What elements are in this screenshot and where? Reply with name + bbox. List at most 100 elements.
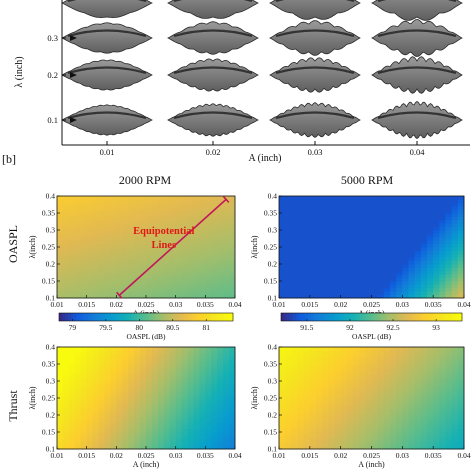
heatmap-cell <box>151 418 159 423</box>
colorbar-swatch <box>82 313 86 321</box>
heatmap-cell <box>365 415 372 419</box>
heatmap-cell <box>157 432 165 436</box>
heatmap-cell <box>151 377 159 382</box>
heatmap-cell <box>157 404 165 409</box>
heatmap-cell <box>303 294 311 299</box>
heatmap-cell <box>98 360 105 365</box>
heatmap-cell <box>80 291 88 295</box>
heatmap-cell <box>414 408 422 412</box>
heatmap-cell <box>116 260 123 265</box>
heatmap-cell <box>445 421 453 426</box>
heatmap-cell <box>92 202 99 207</box>
heatmap-cell <box>346 350 354 355</box>
heatmap-cell <box>309 384 317 389</box>
heatmap-cell <box>128 360 135 365</box>
heatmap-cell <box>151 404 159 409</box>
colorbar-swatch <box>311 313 315 321</box>
heatmap-cell <box>122 374 129 378</box>
heatmap-cell <box>303 391 311 395</box>
heatmap-cell <box>285 223 292 227</box>
heatmap-cell <box>408 267 416 272</box>
colorbar-swatch <box>212 313 216 321</box>
heatmap-cell <box>322 357 329 361</box>
heatmap-cell <box>217 287 224 292</box>
heatmap-cell <box>439 264 446 268</box>
heatmap-cell <box>383 281 391 285</box>
heatmap-cell <box>390 230 397 234</box>
heatmap-cell <box>211 281 218 285</box>
heatmap-cell <box>396 404 403 409</box>
heatmap-cell <box>98 421 105 426</box>
heatmap-cell <box>134 418 141 423</box>
heatmap-cell <box>340 226 348 231</box>
colorbar-swatch <box>428 313 433 321</box>
heatmap-cell <box>396 260 403 265</box>
heatmap-cell <box>365 404 372 409</box>
heatmap-cell <box>457 438 465 443</box>
heatmap-cell <box>346 411 354 416</box>
heatmap-cell <box>163 233 171 238</box>
heatmap-cell <box>181 287 188 292</box>
heatmap-cell <box>303 236 311 241</box>
heatmap-cell <box>316 415 323 419</box>
heatmap-cell <box>433 226 440 231</box>
heatmap-cell <box>402 438 409 443</box>
heatmap-cell <box>163 257 171 261</box>
heatmap-cell <box>383 202 391 207</box>
heatmap-cell <box>146 377 153 382</box>
heatmap-cell <box>199 367 206 372</box>
heatmap-cell <box>445 391 453 395</box>
heatmap-cell <box>297 223 305 227</box>
heatmap-cell <box>328 291 335 295</box>
heatmap-cell <box>98 253 105 258</box>
heatmap-cell <box>365 401 372 406</box>
heatmap-cell <box>285 411 292 416</box>
heatmap-cell <box>187 357 194 361</box>
heatmap-cell <box>309 236 317 241</box>
heatmap-cell <box>353 270 360 275</box>
heatmap-cell <box>57 209 64 214</box>
heatmap-cell <box>110 394 117 399</box>
panel-a-ylabel: λ (inch) <box>14 56 25 87</box>
heatmap-cell <box>110 209 117 214</box>
heatmap-cell <box>57 287 64 292</box>
heatmap-cell <box>353 264 360 268</box>
heatmap-cell <box>334 353 342 358</box>
heatmap-cell <box>223 394 230 399</box>
heatmap-cell <box>291 442 298 446</box>
heatmap-cell <box>193 364 200 368</box>
blade-profile <box>167 0 259 19</box>
heatmap-cell <box>402 381 409 385</box>
heatmap-cell <box>457 428 465 433</box>
heatmap-cell <box>427 357 434 361</box>
heatmap-cell <box>279 294 286 299</box>
heatmap-cell <box>451 291 459 295</box>
heatmap-cell <box>414 247 422 251</box>
heatmap-cell <box>346 418 354 423</box>
heatmap-cell <box>92 260 99 265</box>
heatmap-cell <box>187 257 194 261</box>
heatmap-cell <box>297 442 305 446</box>
heatmap-cell <box>98 247 105 251</box>
heatmap-cell <box>365 250 372 255</box>
heatmap-cell <box>181 384 188 389</box>
heatmap-cell <box>377 226 385 231</box>
heatmap-cell <box>353 209 360 214</box>
heatmap-cell <box>80 260 88 265</box>
heatmap-cell <box>390 247 397 251</box>
heatmap-cell <box>199 415 206 419</box>
heatmap-cell <box>157 264 165 268</box>
heatmap-cell <box>193 233 200 238</box>
heatmap-cell <box>451 219 459 224</box>
heatmap-cell <box>205 428 212 433</box>
heatmap-cell <box>211 196 218 200</box>
heatmap-cell <box>309 260 317 265</box>
heatmap-cell <box>211 226 218 231</box>
heatmap-cell <box>169 442 177 446</box>
heatmap-cell <box>57 294 64 299</box>
heatmap-cell <box>408 408 416 412</box>
heatmap-cell <box>86 264 93 268</box>
heatmap-cell <box>383 291 391 295</box>
heatmap-cell <box>408 236 416 241</box>
heatmap-cell <box>104 209 111 214</box>
